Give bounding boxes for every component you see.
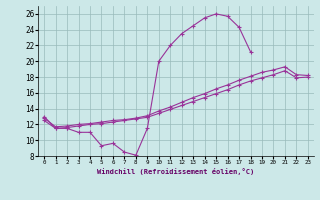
X-axis label: Windchill (Refroidissement éolien,°C): Windchill (Refroidissement éolien,°C)	[97, 168, 255, 175]
